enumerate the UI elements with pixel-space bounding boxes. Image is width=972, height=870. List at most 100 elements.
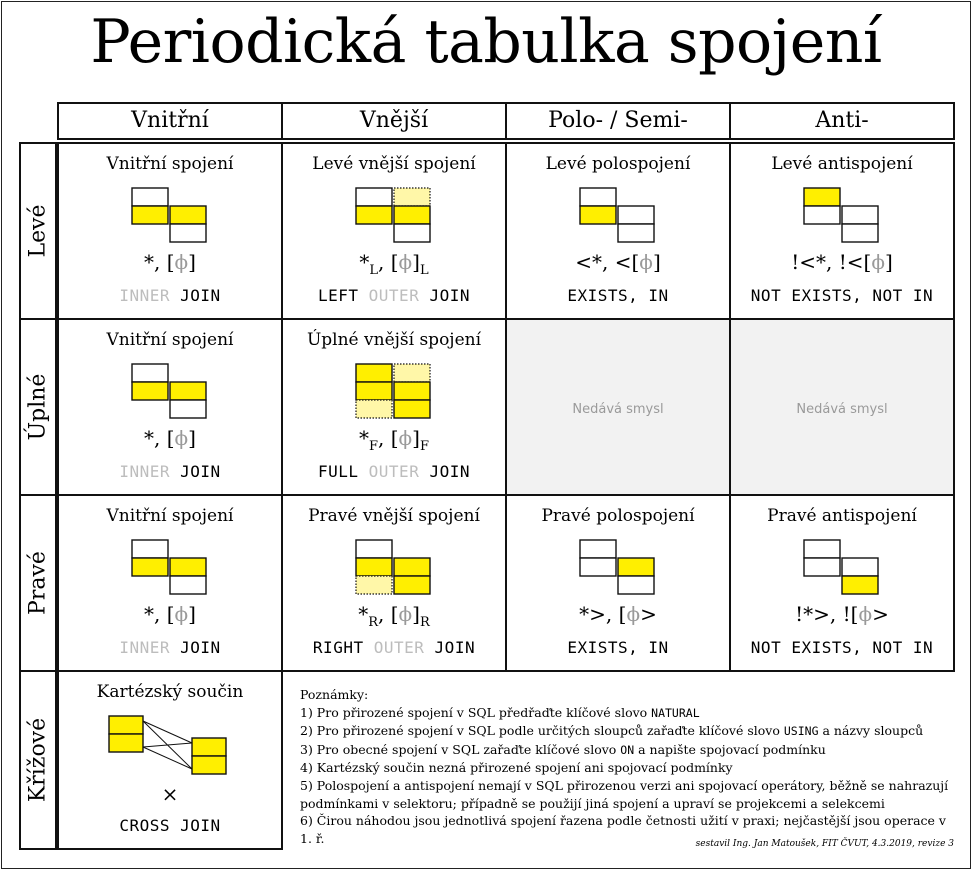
cell-title: Vnitřní spojení (106, 506, 234, 526)
join-diagram (579, 539, 655, 595)
cross-link-line (142, 742, 193, 748)
table-a-row-2 (355, 205, 393, 225)
table-b-row-1 (393, 557, 431, 577)
row-label-cross: Křížové (19, 670, 57, 850)
cell-full-inner: Vnitřní spojení *, [ϕ] INNER JOIN (57, 318, 283, 496)
table-a-row-1 (803, 539, 841, 559)
table-b-row-1 (393, 381, 431, 401)
table-b-ghost-row (393, 187, 431, 207)
cell-full-anti: Nedává smysl (729, 318, 955, 496)
table-b-row-1 (841, 557, 879, 577)
row-label-left-text: Levé (25, 204, 51, 258)
table-a-row-2 (355, 557, 393, 577)
notes: Poznámky: 1) Pro přirozené spojení v SQL… (300, 686, 960, 847)
cell-title: Pravé antispojení (767, 506, 917, 526)
column-header-outer: Vnější (281, 102, 507, 140)
table-a-row-2 (131, 205, 169, 225)
footer-credit: sestavil Ing. Jan Matoušek, FIT ČVUT, 4.… (695, 839, 954, 849)
join-diagram (131, 187, 207, 243)
table-a-row-2 (131, 381, 169, 401)
cell-title: Vnitřní spojení (106, 154, 234, 174)
note-3: 3) Pro obecné spojení v SQL zařaďte klíč… (300, 741, 826, 757)
not-applicable-text: Nedává smysl (796, 402, 888, 417)
join-diagram (355, 363, 431, 419)
cell-right-semi: Pravé polospojení *>, [ϕ> EXISTS, IN (505, 494, 731, 672)
cell-left-anti: Levé antispojení !<*, !<[ϕ] NOT EXISTS, … (729, 142, 955, 320)
column-header-semi: Polo- / Semi- (505, 102, 731, 140)
cross-link-line (142, 720, 193, 744)
table-b-row-1 (191, 737, 227, 757)
notes-heading: Poznámky: (300, 687, 369, 702)
join-diagram (131, 539, 207, 595)
row-label-left: Levé (19, 142, 57, 320)
table-a-row-2 (131, 557, 169, 577)
note-4: 4) Kartézský součin nezná přirozené spoj… (300, 760, 733, 776)
table-a-row-2 (579, 205, 617, 225)
table-b-row-2 (169, 575, 207, 595)
cell-title: Levé polospojení (545, 154, 691, 174)
sql-keywords: EXISTS, IN (567, 286, 669, 305)
sql-keywords: INNER JOIN (119, 286, 221, 305)
cell-left-outer: Levé vnější spojení *L, [ϕ]L LEFT OUTER … (281, 142, 507, 320)
cell-title: Pravé polospojení (541, 506, 695, 526)
algebra-notation: *F, [ϕ]F (358, 426, 430, 454)
row-label-cross-text: Křížové (25, 717, 51, 803)
sql-keywords: LEFT OUTER JOIN (317, 286, 470, 305)
cell-right-anti: Pravé antispojení !*>, ![ϕ> NOT EXISTS, … (729, 494, 955, 672)
table-b-row-2 (393, 575, 431, 595)
sql-keywords: INNER JOIN (119, 462, 221, 481)
sql-keywords: FULL OUTER JOIN (317, 462, 470, 481)
table-b-row-1 (617, 205, 655, 225)
algebra-notation: *>, [ϕ> (579, 602, 657, 626)
sql-keywords: NOT EXISTS, NOT IN (750, 286, 934, 305)
cell-title: Levé antispojení (771, 154, 913, 174)
note-2: 2) Pro přirozené spojení v SQL podle urč… (300, 723, 924, 739)
algebra-notation: *, [ϕ] (144, 426, 196, 450)
table-b-row-1 (169, 557, 207, 577)
cell-full-semi: Nedává smysl (505, 318, 731, 496)
table-a-row-1 (579, 187, 617, 207)
table-b-row-2 (617, 223, 655, 243)
algebra-notation: *, [ϕ] (144, 602, 196, 626)
cell-title: Úplné vnější spojení (306, 330, 482, 350)
not-applicable-text: Nedává smysl (572, 402, 664, 417)
sql-keywords: EXISTS, IN (567, 638, 669, 657)
table-b-row-2 (841, 223, 879, 243)
table-a-row-1 (355, 363, 393, 383)
cell-title: Levé vnější spojení (312, 154, 476, 174)
join-diagram (355, 539, 431, 595)
column-header-anti: Anti- (729, 102, 955, 140)
algebra-notation: !<*, !<[ϕ] (791, 250, 893, 274)
algebra-notation: *, [ϕ] (144, 250, 196, 274)
table-a-ghost-row (355, 575, 393, 595)
cell-left-inner: Vnitřní spojení *, [ϕ] INNER JOIN (57, 142, 283, 320)
table-b-row-2 (169, 223, 207, 243)
sql-keywords: NOT EXISTS, NOT IN (750, 638, 934, 657)
algebra-notation: !*>, ![ϕ> (795, 602, 889, 626)
note-1: 1) Pro přirozené spojení v SQL předřaďte… (300, 704, 700, 720)
note-5: 5) Polospojení a antispojení nemají v SQ… (300, 777, 949, 811)
join-diagram (131, 363, 207, 419)
table-a-row-2 (108, 733, 144, 753)
join-diagram (108, 715, 227, 775)
table-b-row-2 (169, 399, 207, 419)
cell-cross: Kartézský součin × CROSS JOIN (57, 670, 283, 850)
table-a-row-1 (355, 187, 393, 207)
join-diagram (803, 539, 879, 595)
table-a-row-1 (803, 187, 841, 207)
table-a-row-1 (131, 363, 169, 383)
sql-keywords: INNER JOIN (119, 638, 221, 657)
note-6: 6) Čirou náhodou jsou jednotlivá spojení… (300, 813, 946, 846)
column-header-inner: Vnitřní (57, 102, 283, 140)
table-b-row-2 (393, 223, 431, 243)
table-b-row-2 (617, 575, 655, 595)
table-b-row-2 (191, 755, 227, 775)
cell-right-inner: Vnitřní spojení *, [ϕ] INNER JOIN (57, 494, 283, 672)
table-a-row-2 (803, 205, 841, 225)
algebra-notation: *R, [ϕ]R (358, 602, 430, 630)
table-b-row-1 (393, 205, 431, 225)
join-diagram (803, 187, 879, 243)
table-b-row-1 (617, 557, 655, 577)
table-b-row-2 (393, 399, 431, 419)
